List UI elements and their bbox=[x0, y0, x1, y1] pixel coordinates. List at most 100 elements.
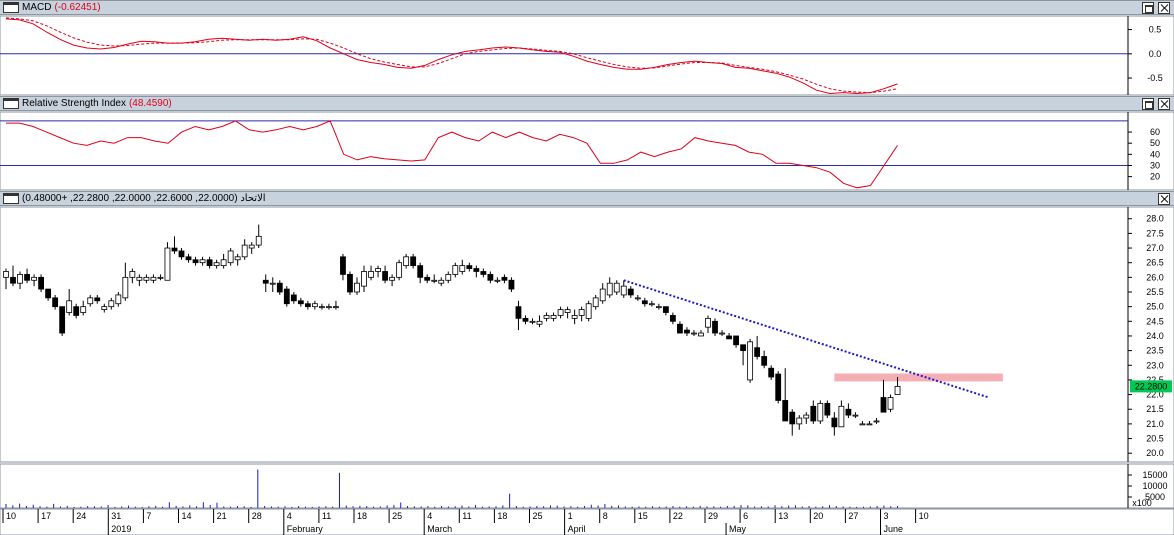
candle-body bbox=[747, 341, 754, 381]
candle-body bbox=[192, 259, 199, 264]
candle bbox=[227, 248, 234, 266]
candle-body bbox=[712, 320, 718, 334]
candle-body bbox=[347, 274, 353, 293]
y-tick-label: 5000 bbox=[1145, 492, 1165, 502]
candle-body bbox=[262, 279, 269, 284]
candle-body bbox=[571, 315, 578, 319]
candle bbox=[157, 274, 164, 281]
candle bbox=[796, 415, 803, 430]
x-tick-label: 18 bbox=[497, 511, 507, 521]
candle-body bbox=[157, 276, 164, 279]
candle-body bbox=[396, 262, 403, 278]
candle-body bbox=[824, 402, 831, 416]
candle-body bbox=[726, 335, 732, 340]
y-tick-label: 20 bbox=[1150, 172, 1160, 182]
candle-body bbox=[403, 256, 410, 267]
candle-body bbox=[606, 282, 613, 296]
candle-body bbox=[143, 276, 150, 281]
close-icon[interactable] bbox=[1158, 2, 1170, 14]
candle bbox=[501, 274, 508, 284]
x-tick-label: 15 bbox=[638, 511, 648, 521]
maximize-icon[interactable] bbox=[1142, 2, 1154, 14]
candle bbox=[101, 303, 108, 313]
candle-body bbox=[677, 323, 683, 334]
candle-body bbox=[382, 271, 388, 281]
candle bbox=[24, 268, 30, 284]
candle-body bbox=[880, 397, 887, 413]
candle bbox=[852, 412, 859, 419]
close-icon[interactable] bbox=[1158, 193, 1170, 205]
candle bbox=[557, 306, 564, 319]
candle-body bbox=[817, 402, 824, 422]
candle bbox=[438, 277, 445, 287]
y-tick-label: -0.5 bbox=[1147, 73, 1163, 83]
candle-body bbox=[578, 309, 585, 316]
y-tick-label: 26.0 bbox=[1146, 272, 1164, 282]
candle-body bbox=[810, 405, 817, 422]
candle-body bbox=[775, 373, 782, 401]
y-tick-label: 25.0 bbox=[1146, 302, 1164, 312]
x-tick-label: 20 bbox=[813, 511, 823, 521]
candle-body bbox=[691, 332, 697, 335]
candle bbox=[304, 300, 311, 310]
candle bbox=[775, 371, 782, 404]
candle bbox=[136, 274, 143, 287]
candle bbox=[754, 335, 761, 360]
candle bbox=[94, 294, 101, 304]
candle-body bbox=[536, 320, 543, 325]
candle bbox=[515, 300, 522, 331]
candle-body bbox=[164, 247, 171, 281]
x-tick-label: 24 bbox=[76, 511, 86, 521]
candle-body bbox=[431, 279, 438, 282]
rsi-pane-header: Relative Strength Index (48.4590) bbox=[0, 96, 1174, 111]
candle-body bbox=[698, 332, 704, 337]
pane-window-icon[interactable] bbox=[3, 193, 19, 204]
candle bbox=[698, 330, 704, 337]
candle-body bbox=[719, 332, 725, 335]
candle-body bbox=[494, 279, 501, 282]
candle bbox=[311, 300, 318, 310]
candle bbox=[326, 303, 332, 310]
candle-body bbox=[684, 329, 690, 334]
candle bbox=[269, 277, 276, 292]
close-icon[interactable] bbox=[1158, 98, 1170, 110]
candle-body bbox=[171, 247, 178, 252]
candle-body bbox=[340, 256, 346, 275]
candle-body bbox=[894, 385, 901, 395]
trendline bbox=[623, 279, 990, 399]
candle-body bbox=[59, 306, 66, 334]
candle-body bbox=[782, 400, 789, 422]
y-tick-label: 23.0 bbox=[1146, 360, 1164, 370]
candle-body bbox=[185, 256, 192, 261]
candle-body bbox=[648, 303, 655, 306]
rsi-title: Relative Strength Index (48.4590) bbox=[22, 98, 172, 109]
candle-body bbox=[241, 244, 248, 258]
candle-body bbox=[417, 265, 424, 278]
pane-window-icon[interactable] bbox=[3, 2, 19, 13]
maximize-icon[interactable] bbox=[1142, 98, 1154, 110]
candle bbox=[220, 253, 227, 269]
candle-body bbox=[354, 282, 360, 293]
candle bbox=[283, 286, 290, 307]
candle-body bbox=[389, 276, 396, 281]
pane-window-icon[interactable] bbox=[3, 98, 19, 109]
candle bbox=[354, 277, 360, 295]
y-tick-label: 27.0 bbox=[1146, 243, 1164, 253]
candle bbox=[529, 318, 536, 325]
candle-body bbox=[845, 408, 852, 416]
candle-body bbox=[410, 256, 417, 267]
candle-body bbox=[670, 315, 676, 322]
candle bbox=[164, 242, 171, 281]
candle bbox=[677, 321, 683, 334]
candle-body bbox=[17, 274, 23, 284]
candle bbox=[522, 315, 529, 325]
candle bbox=[234, 253, 241, 266]
candle-body bbox=[859, 423, 866, 426]
volume-unit-label: x100 bbox=[1132, 498, 1152, 508]
x-tick-label: 31 bbox=[111, 511, 121, 521]
candle-body bbox=[466, 265, 473, 269]
candle bbox=[248, 242, 255, 254]
candle-body bbox=[789, 411, 796, 425]
candle bbox=[445, 271, 452, 284]
candle-body bbox=[87, 297, 94, 305]
